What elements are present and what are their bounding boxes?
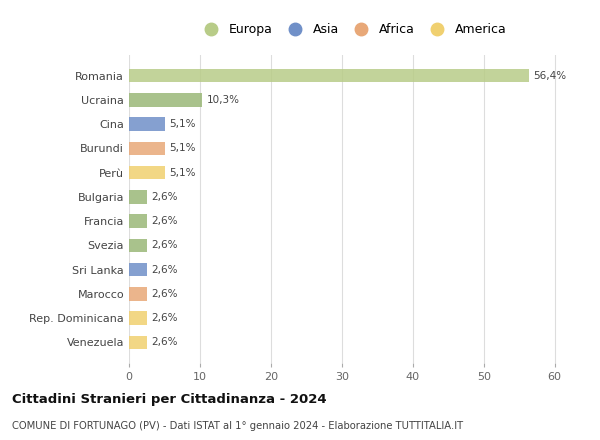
Text: 5,1%: 5,1%	[169, 119, 196, 129]
Legend: Europa, Asia, Africa, America: Europa, Asia, Africa, America	[194, 18, 511, 41]
Bar	[129, 93, 202, 106]
Text: COMUNE DI FORTUNAGO (PV) - Dati ISTAT al 1° gennaio 2024 - Elaborazione TUTTITAL: COMUNE DI FORTUNAGO (PV) - Dati ISTAT al…	[12, 421, 463, 431]
Bar	[129, 142, 165, 155]
Bar	[129, 117, 165, 131]
Text: 2,6%: 2,6%	[152, 289, 178, 299]
Bar	[129, 69, 529, 82]
Text: 2,6%: 2,6%	[152, 264, 178, 275]
Text: 2,6%: 2,6%	[152, 216, 178, 226]
Bar	[129, 214, 148, 228]
Text: 2,6%: 2,6%	[152, 192, 178, 202]
Text: 5,1%: 5,1%	[169, 143, 196, 154]
Bar	[129, 238, 148, 252]
Text: 2,6%: 2,6%	[152, 313, 178, 323]
Bar	[129, 166, 165, 180]
Text: 5,1%: 5,1%	[169, 168, 196, 178]
Text: 2,6%: 2,6%	[152, 240, 178, 250]
Text: 56,4%: 56,4%	[533, 71, 566, 81]
Bar	[129, 287, 148, 301]
Bar	[129, 312, 148, 325]
Text: Cittadini Stranieri per Cittadinanza - 2024: Cittadini Stranieri per Cittadinanza - 2…	[12, 392, 326, 406]
Bar	[129, 336, 148, 349]
Bar	[129, 190, 148, 204]
Text: 10,3%: 10,3%	[206, 95, 239, 105]
Bar	[129, 263, 148, 276]
Text: 2,6%: 2,6%	[152, 337, 178, 347]
